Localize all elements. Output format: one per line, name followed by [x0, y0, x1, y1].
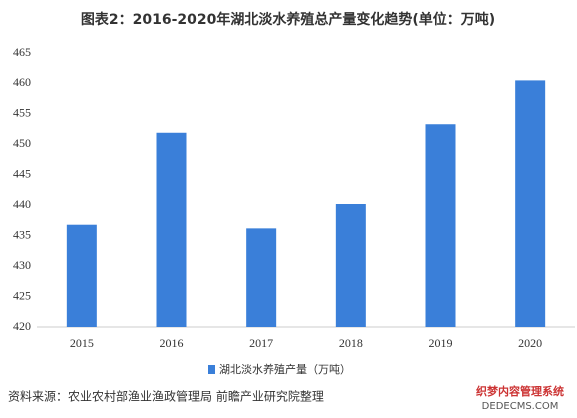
y-tick-label: 460 [13, 75, 31, 89]
y-tick-label: 435 [13, 227, 31, 241]
bar [425, 124, 456, 328]
y-tick-label: 465 [13, 45, 31, 59]
bar [515, 80, 546, 328]
y-tick-label: 455 [13, 106, 31, 120]
x-tick-label: 2018 [339, 336, 363, 350]
x-tick-label: 2019 [429, 336, 453, 350]
y-tick-label: 450 [13, 136, 31, 150]
y-tick-label: 425 [13, 288, 31, 302]
x-tick-label: 2020 [518, 336, 542, 350]
x-tick-label: 2017 [249, 336, 273, 350]
bar [335, 204, 366, 327]
x-tick-label: 2016 [160, 336, 184, 350]
legend-label: 湖北淡水养殖产量（万吨） [219, 362, 351, 376]
legend-swatch [208, 365, 215, 374]
x-tick-label: 2015 [70, 336, 94, 350]
bar [246, 228, 277, 327]
bar [156, 132, 187, 327]
y-tick-label: 440 [13, 197, 31, 211]
source: 资料来源：农业农村部渔业渔政管理局 前瞻产业研究院整理 [8, 389, 324, 404]
y-tick-label: 420 [13, 319, 31, 333]
y-tick-label: 445 [13, 167, 31, 181]
watermark: DEDECMS.COM [482, 401, 559, 412]
chart-title: 图表2：2016-2020年湖北淡水养殖总产量变化趋势(单位：万吨) [81, 11, 495, 28]
y-tick-label: 430 [13, 258, 31, 272]
watermark: 织梦内容管理系统 [476, 384, 564, 398]
bar [66, 224, 97, 327]
